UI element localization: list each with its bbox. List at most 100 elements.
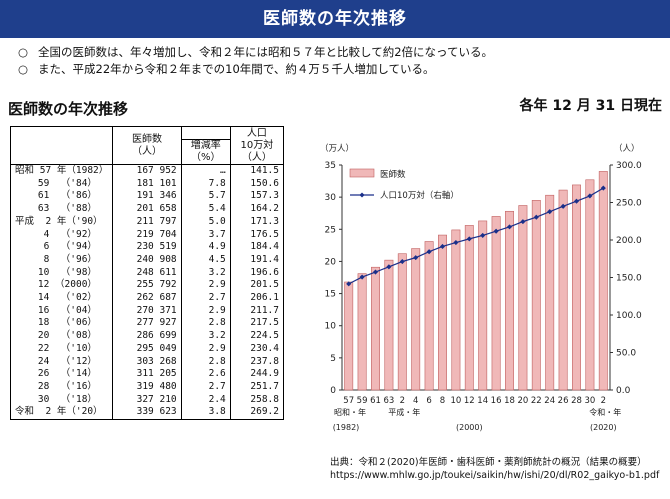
bar [344,281,354,391]
source-line-1: 出典：令和２(2020)年医師・歯科医師・薬剤師統計の概況（結果の概要） [330,457,647,468]
rate-cell: 2.9 [180,304,231,318]
per-capita-cell: 157.3 [229,190,285,204]
bar [585,179,595,391]
era-cell: 18 （'06） [9,317,114,331]
bar [397,253,407,391]
x-tick-label: 6 [426,396,431,406]
rate-cell: … [180,164,231,178]
rate-cell: 3.8 [180,406,231,421]
per-capita-cell: 244.9 [229,368,285,381]
per-capita-cell: 206.1 [229,292,285,305]
x-tick-label: 20 [517,396,528,406]
per-capita-cell: 150.6 [229,177,285,191]
y-left-tick-label: 5 [330,354,336,364]
per-capita-point [480,232,486,238]
era-cell: 4 （'92） [9,228,114,242]
era-cell: 22 （'10） [9,342,114,356]
per-capita-cell: 176.5 [229,228,285,242]
y-left-tick-label: 0 [330,386,336,396]
bar [438,234,447,391]
doctor-count-table: 医師数 （人） 人口 10万対 （人） 増減率 （%） 昭和 57 年（1982… [9,126,285,421]
x-tick-label: 10 [450,396,461,406]
rate-cell: 2.7 [180,292,231,305]
doctors-cell: 255 792 [112,279,182,293]
table-row: 61 （'86） 191 346 5.7 157.3 [9,190,285,204]
era-cell: 10 （'98） [9,266,114,280]
bar [598,171,608,391]
x-tick-label: 30 [584,396,595,406]
table-row: 10 （'98） 248 611 3.2 196.6 [9,266,285,280]
era-cell: 14 （'02） [9,292,114,305]
rate-cell: 3.2 [180,266,231,280]
era-cell: 30 （'18） [9,393,114,407]
era-cell: 令和 2 年（'20） [9,406,114,421]
y-left-tick-label: 25 [325,225,336,235]
doctor-trend-chart: 0 5 10 15 20 25 30 35 0.0 50.0 100.0 150.0 200.0 250.… [320,143,642,432]
table-row: 16 （'04） 270 371 2.9 211.7 [9,304,285,318]
era-cell: 平成 2 年（'90） [9,215,114,229]
bullet-text-1: 全国の医師数は、年々増加し、令和２年には昭和５７年と比較して約2倍になっている。 [38,45,493,59]
doctors-cell: 270 371 [112,304,182,318]
y-right-tick-label: 100.0 [616,311,642,321]
per-capita-cell: 171.3 [229,215,285,229]
x-era-label: 平成・年 [388,407,420,417]
era-cell: 61 （'86） [9,190,114,204]
table-row: 4 （'92） 219 704 3.7 176.5 [9,228,285,242]
y-right-tick-label: 250.0 [616,199,642,209]
page-title: 医師数の年次推移 [263,9,407,29]
era-cell: 8 （'96） [9,253,114,267]
table-row: 20 （'08） 286 699 3.2 224.5 [9,330,285,343]
doctors-cell: 277 927 [112,317,182,331]
bar [371,266,380,391]
section-title: 医師数の年次推移 [8,100,129,118]
rate-cell: 2.4 [180,393,231,407]
table-row: 59 （'84） 181 101 7.8 150.6 [9,177,285,191]
table-row: 6 （'94） 230 519 4.9 184.4 [9,241,285,254]
legend-bar-swatch [349,168,375,178]
doctors-cell: 248 611 [112,266,182,280]
era-cell: 昭和 57 年（1982） [9,164,114,178]
x-tick-label: 16 [491,396,502,406]
header-rate-blank [180,126,231,140]
x-tick-label: 59 [357,396,368,406]
legend-line-label: 人口10万対（右軸） [380,190,459,201]
bar [558,189,568,391]
bar [491,216,501,391]
rate-cell: 2.9 [180,342,231,356]
bar [505,210,514,391]
per-capita-cell: 258.8 [229,393,285,407]
per-capita-point [399,258,405,265]
x-tick-label: 2 [601,396,606,406]
rate-cell: 3.2 [180,330,231,343]
doctors-cell: 211 797 [112,215,182,229]
bullet-1: ○ 全国の医師数は、年々増加し、令和２年には昭和５７年と比較して約2倍になってい… [18,44,493,61]
bar [518,205,528,391]
per-capita-cell: 237.8 [229,355,285,369]
y-left-tick-label: 20 [325,257,337,267]
source-url: https://www.mhlw.go.jp/toukei/saikin/hw/… [330,470,660,481]
legend-line-marker [359,192,365,198]
bar [357,273,367,391]
per-capita-cell: 191.4 [229,253,285,267]
bar [531,200,541,391]
source-note: 出典：令和２(2020)年医師・歯科医師・薬剤師統計の概況（結果の概要） htt… [330,456,659,482]
rate-cell: 4.5 [180,253,231,267]
x-tick-label: 28 [571,396,582,406]
per-capita-line [348,187,604,285]
era-cell: 12 （2000） [9,279,114,293]
x-tick-label: 14 [477,396,488,406]
y-left-tick-label: 10 [325,322,337,332]
per-capita-cell: 211.7 [229,304,285,318]
era-cell: 59 （'84） [9,177,114,191]
era-cell: 16 （'04） [9,304,114,318]
per-capita-cell: 141.5 [229,164,285,178]
table-row: 18 （'06） 277 927 2.8 217.5 [9,317,285,331]
doctors-cell: 327 210 [112,393,182,407]
y-left-tick-label: 30 [325,193,337,203]
table-row: 24 （'12） 303 268 2.8 237.8 [9,355,285,369]
era-cell: 28 （'16） [9,380,114,394]
per-capita-cell: 196.6 [229,266,285,280]
per-capita-cell: 251.7 [229,380,285,394]
rate-cell: 2.9 [180,279,231,293]
header-per-capita: 人口 10万対 （人） [229,126,285,165]
